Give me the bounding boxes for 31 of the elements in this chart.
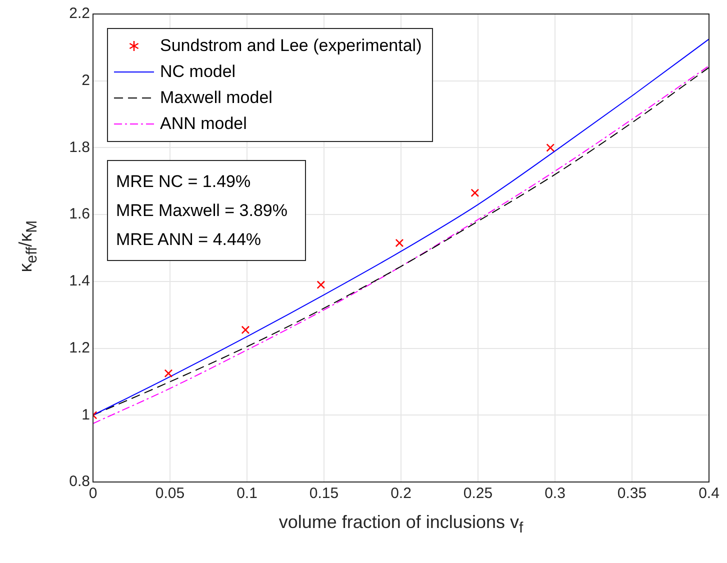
annotation: MRE Maxwell = 3.89% — [116, 200, 288, 222]
point — [395, 238, 404, 248]
x-tick-label: 0.35 — [617, 485, 647, 502]
legend-label: Maxwell model — [160, 88, 272, 108]
x-tick-label: 0 — [88, 485, 98, 502]
x-tick-label: 0.1 — [236, 485, 258, 502]
y-tick-label: 1.4 — [69, 272, 90, 290]
point — [546, 144, 555, 152]
legend-label: ANN model — [160, 114, 247, 134]
y-tick-label: 2.2 — [69, 5, 90, 22]
legend-label: NC model — [160, 62, 236, 82]
x-tick-label: 0.05 — [155, 485, 185, 502]
x-axis-title: volume fraction of inclusions v$_{f}$ — [278, 512, 524, 537]
point — [164, 369, 173, 378]
x-tick-label: 0.3 — [544, 485, 566, 502]
point — [316, 280, 326, 289]
y-tick-label: 1.8 — [69, 138, 90, 156]
y-tick-label: 0.8 — [69, 473, 90, 490]
y-tick-label: 2 — [82, 72, 90, 89]
x-tick-label: 0.15 — [309, 485, 339, 502]
point — [470, 188, 480, 198]
annotation: MRE NC = 1.49% — [116, 171, 252, 193]
y-tick-label: 1 — [82, 406, 90, 424]
x-tick-label: 0.25 — [463, 485, 493, 502]
y-tick-label: 1.6 — [69, 206, 90, 223]
y-tick-label: 1.2 — [69, 339, 90, 356]
x-tick-label: 0.2 — [390, 485, 412, 502]
legend-label: Sundstrom and Lee (experimental) — [160, 36, 422, 56]
annotation: MRE ANN = 4.44% — [116, 229, 262, 251]
point — [241, 326, 250, 334]
x-tick-label: 0.4 — [698, 485, 720, 502]
